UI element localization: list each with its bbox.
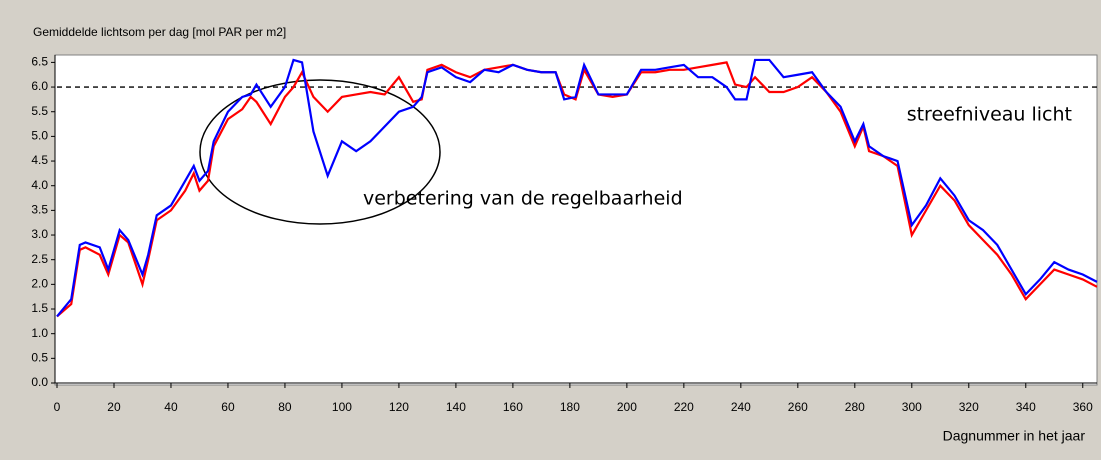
y-tick-label: 1.5: [31, 301, 48, 315]
x-tick-label: 80: [278, 400, 292, 414]
x-tick-label: 340: [1016, 400, 1036, 414]
series-line: [56, 58, 1098, 318]
y-tick-label: 4.5: [31, 153, 48, 167]
x-tick-label: 220: [674, 400, 694, 414]
y-tick-label: 5.0: [31, 129, 48, 143]
y-tick-label: 5.5: [31, 104, 48, 118]
x-tick-label: 60: [221, 400, 235, 414]
x-tick-label: 120: [389, 400, 409, 414]
y-tick-label: 4.0: [31, 178, 48, 192]
x-tick-label: 160: [503, 400, 523, 414]
x-tick-label: 0: [54, 400, 61, 414]
x-tick-label: 360: [1073, 400, 1093, 414]
x-tick-label: 140: [446, 400, 466, 414]
x-tick-label: 180: [560, 400, 580, 414]
y-tick-label: 0.5: [31, 351, 48, 365]
y-tick-label: 2.0: [31, 277, 48, 291]
x-tick-label: 280: [845, 400, 865, 414]
x-tick-label: 320: [959, 400, 979, 414]
x-tick-label: 260: [788, 400, 808, 414]
annotation: streefniveau licht: [907, 104, 1072, 126]
x-tick-label: 200: [617, 400, 637, 414]
x-tick-label: 300: [902, 400, 922, 414]
y-tick-label: 3.0: [31, 227, 48, 241]
x-tick-label: 40: [164, 400, 178, 414]
x-axis-label: Dagnummer in het jaar: [943, 428, 1086, 444]
y-tick-label: 6.5: [31, 55, 48, 69]
x-tick-label: 20: [107, 400, 121, 414]
y-tick-label: 0.0: [31, 375, 48, 389]
y-tick-label: 1.0: [31, 326, 48, 340]
annotation: verbetering van de regelbaarheid: [363, 188, 683, 210]
highlight-ellipse: [199, 79, 441, 225]
chart-title: Gemiddelde lichtsom per dag [mol PAR per…: [33, 25, 286, 39]
y-tick-label: 3.5: [31, 203, 48, 217]
y-tick-label: 2.5: [31, 252, 48, 266]
x-tick-label: 100: [332, 400, 352, 414]
x-tick-label: 240: [731, 400, 751, 414]
y-tick-label: 6.0: [31, 79, 48, 93]
